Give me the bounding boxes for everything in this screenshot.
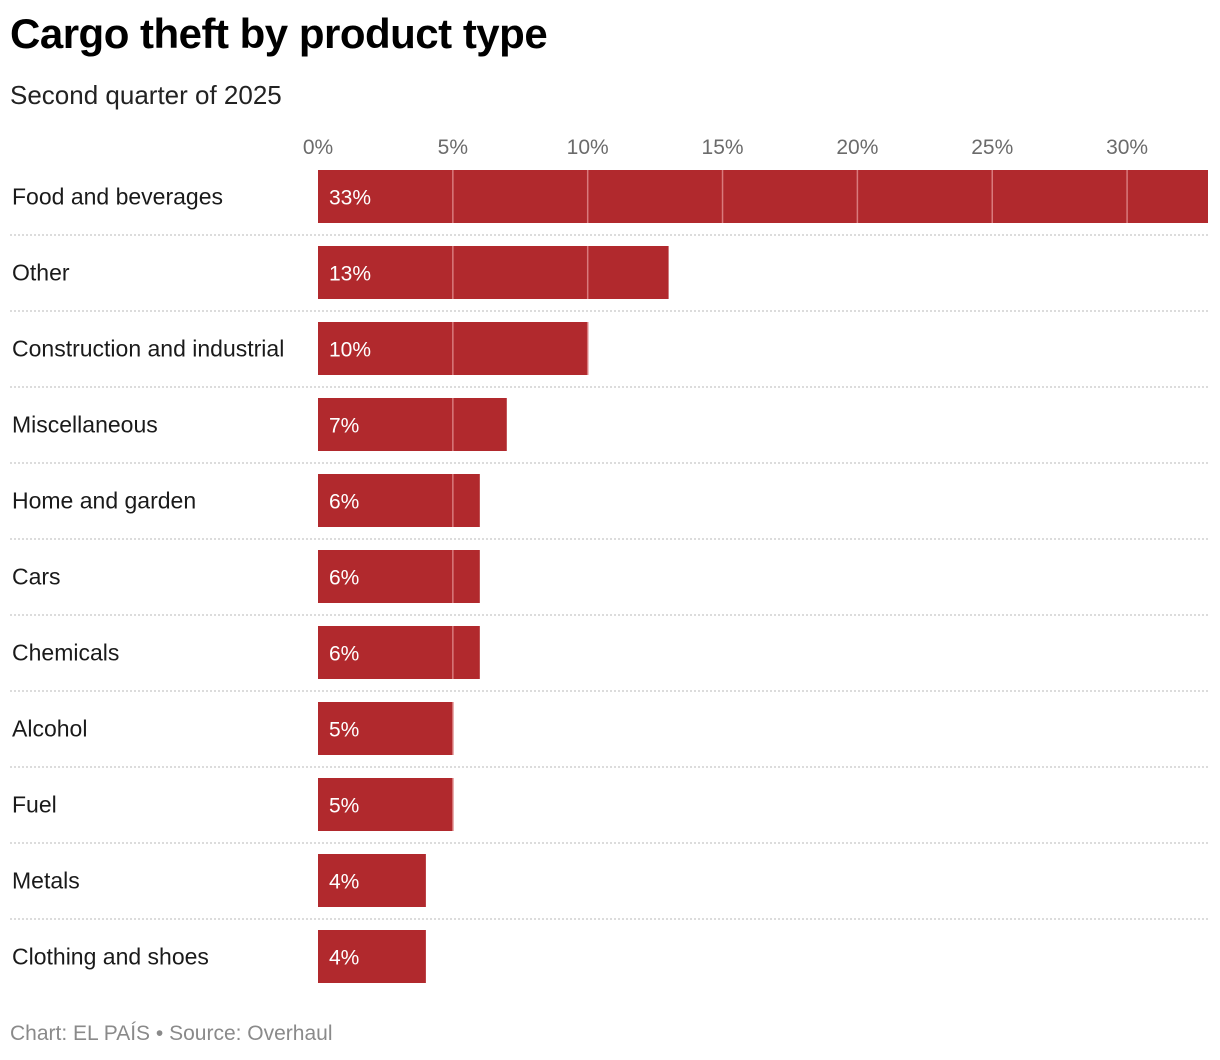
x-tick-label: 30% bbox=[1106, 136, 1148, 159]
category-label: Fuel bbox=[12, 792, 57, 818]
category-label: Clothing and shoes bbox=[12, 944, 209, 970]
bar bbox=[318, 398, 507, 451]
value-label: 4% bbox=[329, 947, 359, 970]
value-label: 7% bbox=[329, 415, 359, 438]
chart-title: Cargo theft by product type bbox=[10, 10, 548, 57]
value-label: 5% bbox=[329, 719, 359, 742]
value-label: 33% bbox=[329, 187, 371, 210]
bar bbox=[318, 930, 426, 983]
bar bbox=[318, 702, 453, 755]
value-label: 6% bbox=[329, 643, 359, 666]
value-label: 6% bbox=[329, 491, 359, 514]
category-label: Alcohol bbox=[12, 716, 87, 742]
x-tick-label: 25% bbox=[971, 136, 1013, 159]
x-tick-label: 5% bbox=[438, 136, 468, 159]
category-label: Metals bbox=[12, 868, 80, 894]
value-label: 10% bbox=[329, 339, 371, 362]
value-label: 5% bbox=[329, 795, 359, 818]
category-label: Construction and industrial bbox=[12, 336, 284, 362]
x-tick-label: 0% bbox=[303, 136, 333, 159]
value-label: 4% bbox=[329, 871, 359, 894]
category-label: Other bbox=[12, 260, 70, 286]
category-label: Chemicals bbox=[12, 640, 119, 666]
x-tick-label: 20% bbox=[836, 136, 878, 159]
category-label: Cars bbox=[12, 564, 61, 590]
bar bbox=[318, 170, 1208, 223]
bar bbox=[318, 246, 669, 299]
category-label: Miscellaneous bbox=[12, 412, 158, 438]
value-label: 13% bbox=[329, 263, 371, 286]
category-label: Food and beverages bbox=[12, 184, 223, 210]
value-label: 6% bbox=[329, 567, 359, 590]
x-tick-label: 15% bbox=[702, 136, 744, 159]
bar bbox=[318, 778, 453, 831]
x-tick-label: 10% bbox=[567, 136, 609, 159]
chart-footer: Chart: EL PAÍS • Source: Overhaul bbox=[10, 1022, 333, 1045]
category-label: Home and garden bbox=[12, 488, 196, 514]
chart-subtitle: Second quarter of 2025 bbox=[10, 80, 282, 110]
bar bbox=[318, 854, 426, 907]
